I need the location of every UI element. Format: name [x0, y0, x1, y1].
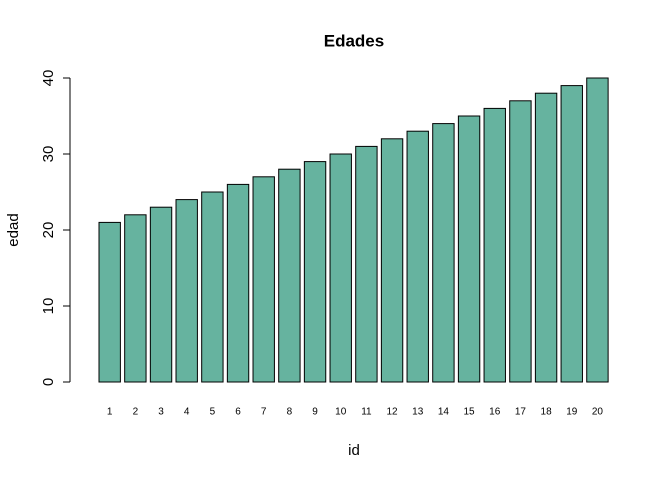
y-axis-label: edad — [5, 213, 22, 246]
bar — [483, 107, 506, 383]
bar — [586, 77, 609, 383]
bar — [380, 138, 404, 383]
x-tick-label: 7 — [261, 407, 267, 418]
x-tick-label: 10 — [335, 407, 347, 418]
bar — [432, 123, 455, 383]
x-tick-label: 8 — [287, 407, 293, 418]
bar — [175, 199, 198, 383]
x-tick-label: 14 — [438, 407, 450, 418]
y-tick-label: 20 — [40, 222, 57, 239]
bar — [406, 130, 429, 383]
x-axis-label: id — [348, 442, 360, 459]
bar — [303, 161, 327, 383]
x-tick-label: 5 — [210, 407, 216, 418]
y-tick-label: 10 — [40, 298, 57, 315]
x-tick-label: 19 — [566, 407, 578, 418]
x-tick-label: 18 — [541, 407, 553, 418]
x-tick-label: 9 — [312, 407, 318, 418]
x-tick-label: 6 — [235, 407, 241, 418]
bar — [226, 183, 250, 383]
x-tick-label: 13 — [412, 407, 424, 418]
bar — [560, 85, 583, 383]
bar — [329, 153, 352, 383]
chart-title: Edades — [324, 31, 384, 50]
x-tick-label: 1 — [107, 407, 113, 418]
x-tick-label: 16 — [489, 407, 501, 418]
bar — [149, 206, 173, 383]
x-tick-label: 15 — [464, 407, 476, 418]
x-tick-label: 4 — [184, 407, 190, 418]
bar — [98, 221, 121, 383]
x-tick-label: 20 — [592, 407, 604, 418]
bar — [252, 176, 275, 383]
bar — [457, 115, 481, 383]
bar — [355, 145, 378, 383]
bar — [201, 191, 224, 383]
x-tick-label: 17 — [515, 407, 527, 418]
x-tick-label: 11 — [361, 407, 372, 418]
x-tick-label: 12 — [387, 407, 399, 418]
bar — [278, 168, 301, 383]
y-tick-label: 0 — [40, 378, 57, 386]
x-tick-label: 3 — [158, 407, 164, 418]
bar — [124, 214, 147, 383]
y-tick-label: 30 — [40, 146, 57, 163]
bar — [534, 92, 558, 383]
y-tick-label: 40 — [40, 70, 57, 87]
x-tick-label: 2 — [133, 407, 139, 418]
bar — [509, 100, 532, 383]
